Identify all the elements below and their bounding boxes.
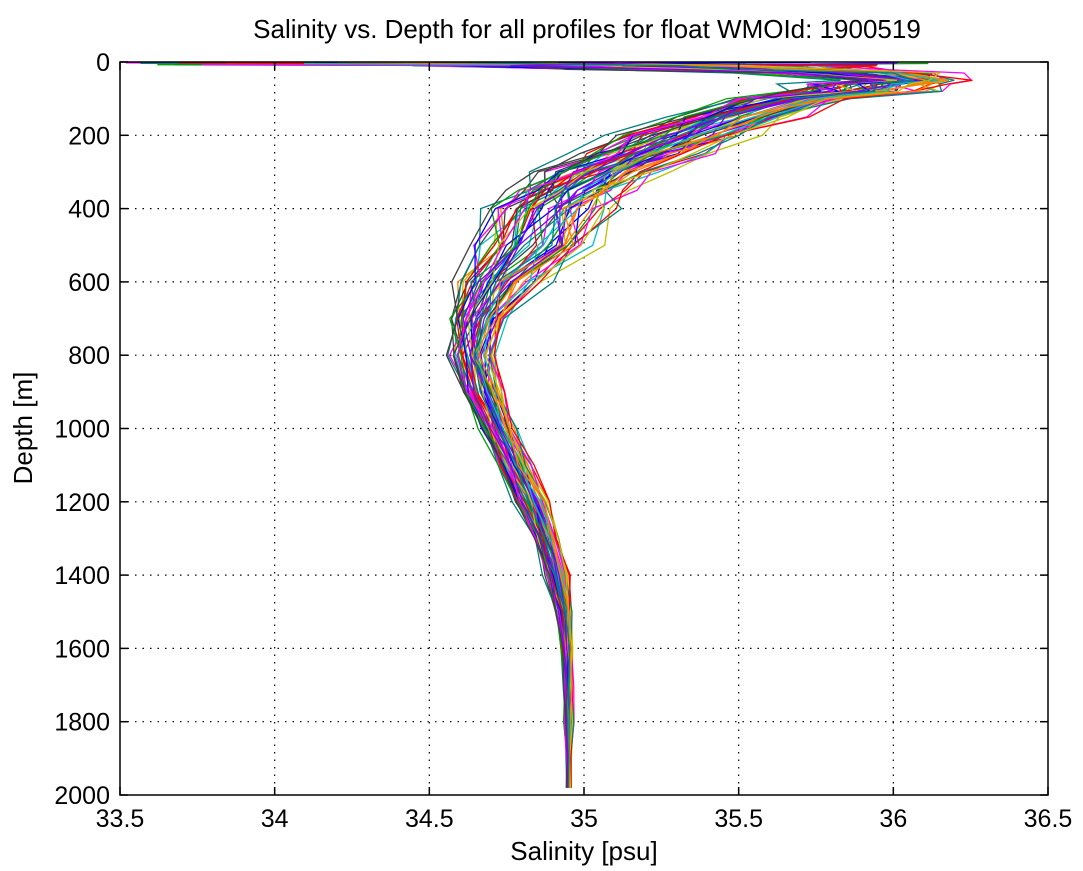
- y-tick-label: 1800: [54, 709, 110, 737]
- y-tick-label: 1400: [54, 562, 110, 590]
- profile-lines: [125, 61, 973, 788]
- profile-line-59: [462, 61, 884, 788]
- profile-line-33: [172, 63, 933, 788]
- grid-lines: [120, 62, 1048, 795]
- y-tick-label: 600: [68, 269, 110, 297]
- profile-line-18: [479, 63, 943, 788]
- x-tick-label: 36.5: [1024, 805, 1073, 833]
- x-axis-label: Salinity [psu]: [510, 836, 657, 866]
- x-tick-label: 33.5: [96, 805, 145, 833]
- profile-line-15: [454, 63, 892, 788]
- x-tick-label: 34: [261, 805, 289, 833]
- y-tick-label: 400: [68, 196, 110, 224]
- chart-title: Salinity vs. Depth for all profiles for …: [253, 14, 921, 44]
- profile-line-60: [433, 61, 915, 788]
- profile-line-14: [125, 62, 922, 788]
- y-tick-label: 1200: [54, 489, 110, 517]
- y-tick-label: 1000: [54, 416, 110, 444]
- y-axis-label: Depth [m]: [8, 372, 38, 485]
- profile-line-58: [337, 61, 933, 788]
- profile-line-56: [485, 63, 942, 788]
- profile-line-31: [455, 63, 887, 788]
- profile-line-11: [174, 61, 885, 788]
- profile-line-53: [157, 64, 880, 788]
- y-tick-labels: 0 200 400 600 800 1000 1200 1400 1600 1800 2000: [54, 49, 1048, 810]
- x-tick-label: 36: [879, 805, 907, 833]
- x-tick-label: 34.5: [405, 805, 454, 833]
- y-tick-label: 2000: [54, 782, 110, 810]
- profile-line-38: [449, 62, 950, 788]
- y-tick-label: 1600: [54, 635, 110, 663]
- profile-line-1: [377, 63, 948, 788]
- y-tick-label: 0: [96, 49, 110, 77]
- x-tick-labels: 33.5 34 34.5 35 35.5 36 36.5: [96, 62, 1073, 833]
- x-tick-label: 35: [570, 805, 598, 833]
- profile-line-54: [201, 63, 887, 788]
- profile-line-44: [251, 63, 973, 788]
- profile-line-30: [472, 63, 897, 788]
- profile-line-48: [225, 62, 939, 788]
- profile-line-5: [474, 63, 910, 788]
- y-tick-label: 200: [68, 122, 110, 150]
- x-tick-label: 35.5: [714, 805, 763, 833]
- profile-line-50: [489, 64, 955, 788]
- y-tick-label: 800: [68, 342, 110, 370]
